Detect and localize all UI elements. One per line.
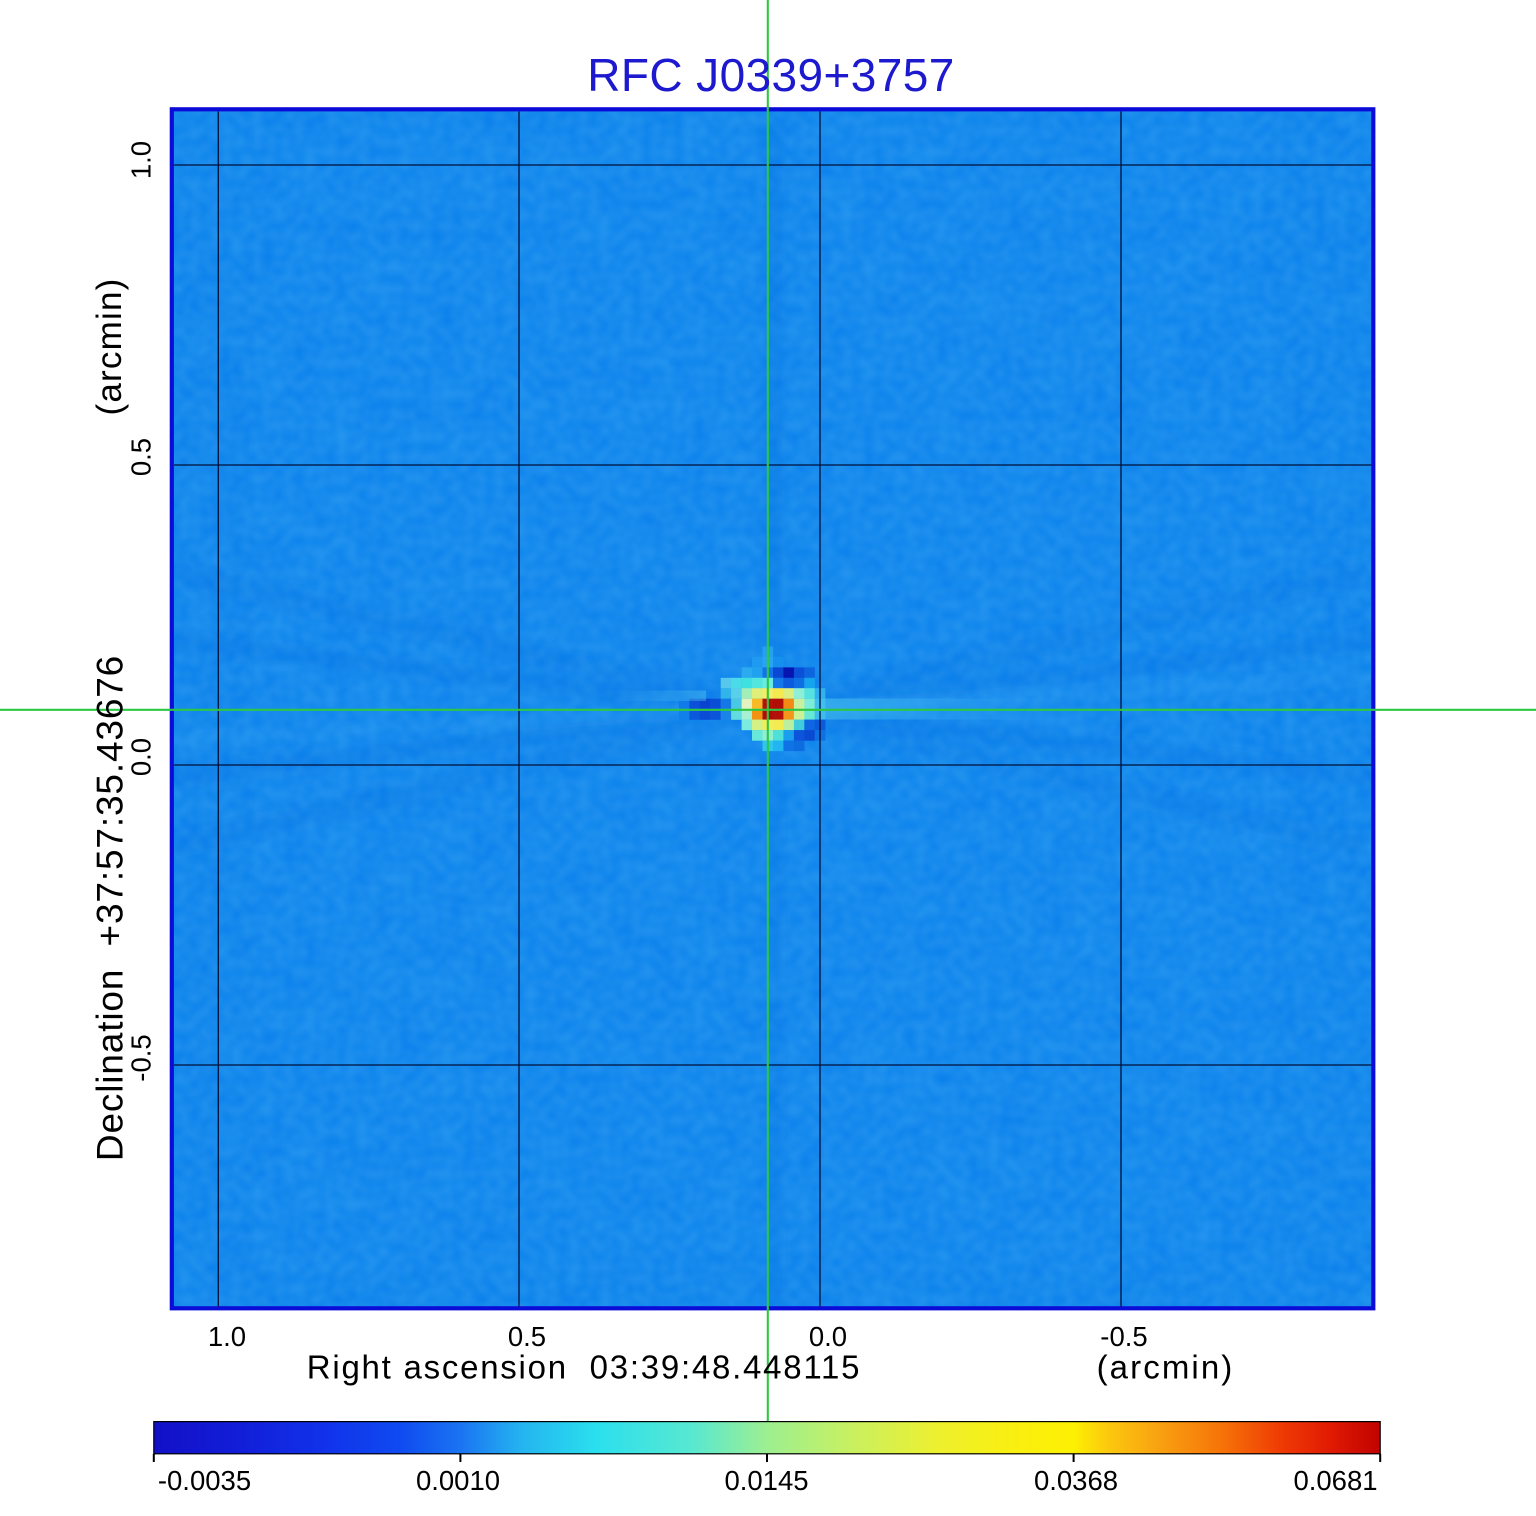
svg-text:Declination +37:57:35.43676: Declination +37:57:35.43676 bbox=[90, 655, 131, 1161]
svg-text:0.0368: 0.0368 bbox=[1034, 1465, 1118, 1496]
svg-text:1.0: 1.0 bbox=[126, 141, 157, 179]
svg-text:0.5: 0.5 bbox=[508, 1321, 546, 1352]
svg-text:0.0: 0.0 bbox=[126, 738, 157, 776]
svg-text:(arcmin): (arcmin) bbox=[90, 278, 129, 416]
svg-text:Right ascension 03:39:48.4481: Right ascension 03:39:48.448115 bbox=[307, 1348, 861, 1385]
svg-text:-0.0035: -0.0035 bbox=[158, 1465, 251, 1496]
svg-text:(arcmin): (arcmin) bbox=[1097, 1348, 1235, 1385]
svg-text:0.0145: 0.0145 bbox=[724, 1465, 808, 1496]
svg-text:-0.5: -0.5 bbox=[126, 1034, 157, 1081]
svg-text:0.0: 0.0 bbox=[809, 1321, 847, 1352]
svg-text:0.0010: 0.0010 bbox=[416, 1465, 500, 1496]
svg-text:-0.5: -0.5 bbox=[1100, 1321, 1147, 1352]
svg-text:0.5: 0.5 bbox=[126, 438, 157, 476]
svg-text:1.0: 1.0 bbox=[208, 1321, 246, 1352]
svg-text:RFC J0339+3757: RFC J0339+3757 bbox=[587, 49, 954, 101]
svg-text:0.0681: 0.0681 bbox=[1293, 1465, 1377, 1496]
